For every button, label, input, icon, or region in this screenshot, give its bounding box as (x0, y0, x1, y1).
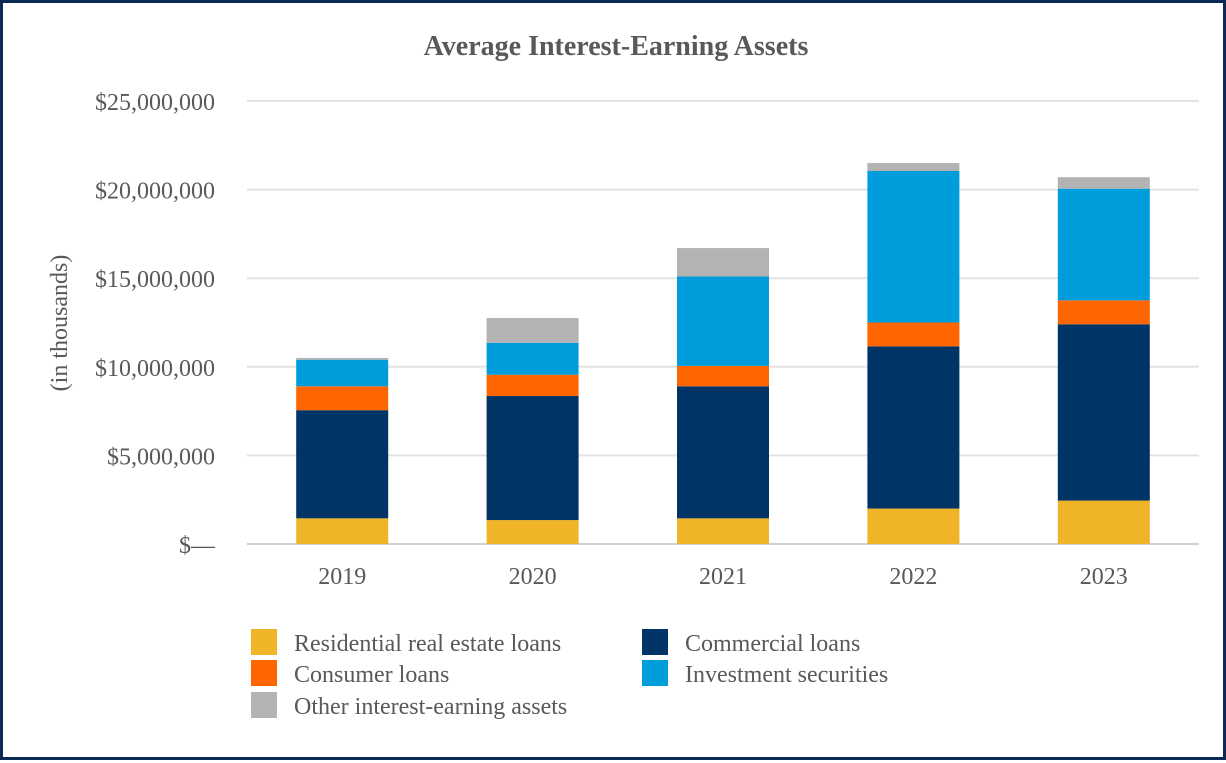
legend-swatch (642, 629, 668, 655)
legend-swatch (251, 692, 277, 718)
bar-segment (296, 410, 389, 519)
bar-segment (1057, 177, 1150, 189)
bar-segment (677, 276, 769, 366)
x-tick-label: 2022 (889, 564, 937, 590)
bar-segment (867, 163, 960, 171)
bar-segment (486, 342, 579, 375)
legend-swatch (251, 660, 277, 686)
legend-label: Investment securities (685, 662, 888, 688)
bar-segment (486, 318, 579, 343)
bar-segment (486, 396, 579, 521)
x-tick-label: 2019 (318, 564, 366, 590)
bar-segment (867, 508, 960, 544)
legend-label: Residential real estate loans (294, 631, 561, 657)
y-tick-label: $— (179, 533, 216, 559)
y-axis-ticks: $— $5,000,000 $10,000,000 $15,000,000 $20,00… (95, 90, 216, 559)
y-tick-label: $20,000,000 (95, 179, 215, 205)
bar-segment (867, 322, 960, 347)
legend-label: Other interest-earning assets (294, 694, 567, 720)
bar-segment (677, 518, 769, 544)
bar-segment (296, 518, 389, 544)
legend-label: Consumer loans (294, 662, 449, 688)
legend-label: Commercial loans (685, 631, 860, 657)
bar-segment (1057, 324, 1150, 501)
y-tick-label: $25,000,000 (95, 90, 215, 116)
bar-segment (1057, 500, 1150, 544)
bar-segment (1057, 300, 1150, 325)
bars (296, 163, 1150, 544)
x-tick-label: 2020 (509, 564, 557, 590)
x-tick-label: 2021 (699, 564, 747, 590)
bar-segment (677, 386, 769, 519)
chart-title: Average Interest-Earning Assets (424, 31, 809, 62)
bar-segment (677, 365, 769, 387)
x-tick-label: 2023 (1080, 564, 1128, 590)
bar-segment (867, 346, 960, 509)
y-tick-label: $5,000,000 (107, 444, 215, 470)
bar-segment (296, 386, 389, 411)
legend-swatch (642, 660, 668, 686)
bar-segment (296, 357, 389, 360)
bar-segment (296, 359, 389, 387)
bar-segment (1057, 188, 1150, 301)
y-tick-label: $15,000,000 (95, 267, 215, 293)
legend-swatch (251, 629, 277, 655)
bar-segment (486, 520, 579, 544)
bar-segment (677, 248, 769, 277)
y-axis-title: (in thousands) (47, 255, 73, 392)
legend: Residential real estate loans Commercial … (251, 629, 888, 720)
y-tick-label: $10,000,000 (95, 356, 215, 382)
stacked-bar-chart: Average Interest-Earning Assets (in thou… (47, 31, 1199, 720)
bar-segment (867, 170, 960, 323)
x-axis-ticks: 2019 2020 2021 2022 2023 (318, 564, 1128, 590)
bar-segment (486, 374, 579, 397)
